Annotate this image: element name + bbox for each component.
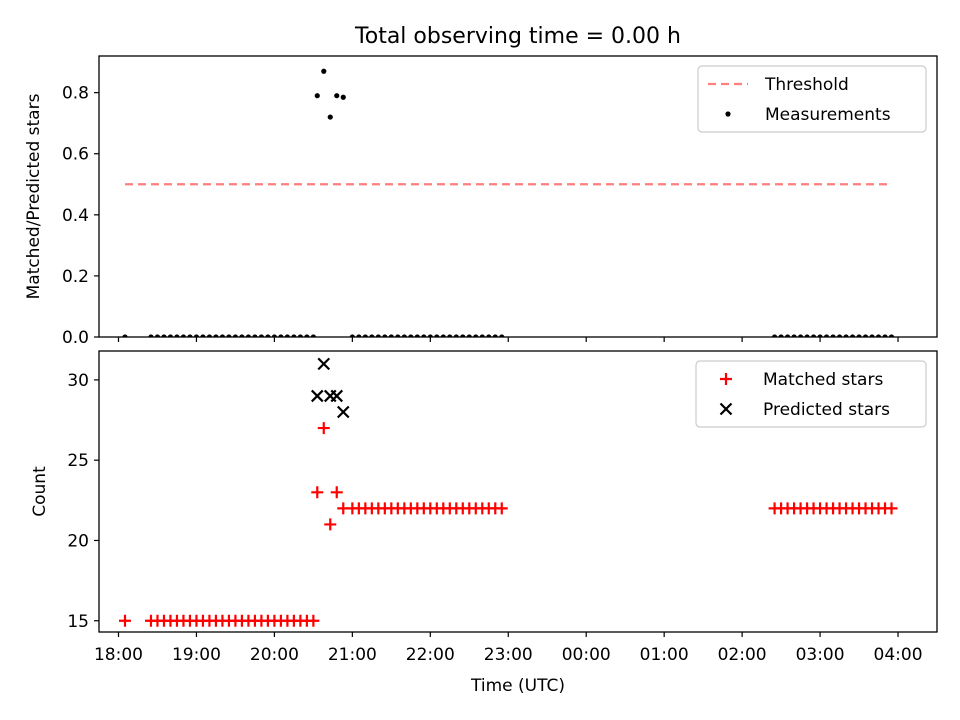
x-axis-label: Time (UTC)	[470, 676, 565, 696]
x-tick-label: 01:00	[640, 645, 689, 665]
y-axis-label: Count	[30, 466, 50, 517]
bottom-panel-counts: 15 20 25 30 18:00 19:00 20:00 21:00 22:00 23:00 00…	[30, 350, 938, 696]
legend-label: Matched stars	[763, 370, 883, 390]
legend-box	[695, 360, 927, 428]
top-panel-ratio: 0.0 0.2 0.4 0.6 0.8 Matched/Predicted stars Th…	[24, 55, 938, 348]
legend-marker-swatch	[719, 402, 733, 416]
axes-frame	[98, 55, 938, 338]
y-tick-label: 0.6	[62, 145, 89, 165]
y-tick-label: 25	[67, 451, 89, 471]
x-tick-label: 18:00	[94, 645, 143, 665]
figure-title: Total observing time = 0.00 h	[354, 24, 681, 49]
matched-stars-point	[307, 614, 320, 627]
measurements-point	[314, 93, 320, 99]
y-tick-label: 0.8	[62, 84, 89, 104]
legend: Threshold Measurements	[697, 65, 927, 133]
measurements-point	[334, 93, 340, 99]
legend: Matched stars Predicted stars	[695, 360, 927, 428]
legend-marker-swatch	[725, 111, 731, 117]
x-tick-label: 02:00	[718, 645, 767, 665]
measurements-point	[327, 114, 333, 120]
x-tick-label: 03:00	[796, 645, 845, 665]
predicted-stars-point	[310, 389, 324, 403]
y-tick-label: 0.4	[62, 206, 89, 226]
x-tick-label: 00:00	[562, 645, 611, 665]
y-tick-label: 20	[67, 531, 89, 551]
y-axis-label: Matched/Predicted stars	[24, 93, 44, 299]
x-tick-label: 20:00	[250, 645, 299, 665]
matched-stars-point	[311, 486, 324, 499]
matched-stars-point	[317, 422, 330, 435]
y-tick-label: 0.2	[62, 267, 89, 287]
y-tick-label: 30	[67, 371, 89, 391]
plot-area	[118, 357, 898, 627]
predicted-stars-point	[336, 405, 350, 419]
matched-stars-point	[885, 502, 898, 515]
legend-marker-swatch	[720, 373, 732, 385]
legend-label: Measurements	[765, 105, 891, 125]
legend-box	[697, 65, 927, 133]
x-tick-label: 22:00	[406, 645, 455, 665]
predicted-stars-point	[330, 389, 344, 403]
y-tick-label: 0.0	[62, 328, 89, 348]
legend-label: Predicted stars	[763, 400, 890, 420]
measurements-point	[321, 68, 327, 74]
legend-label: Threshold	[764, 75, 849, 95]
axes-frame	[98, 350, 938, 633]
matched-stars-point	[495, 502, 508, 515]
predicted-stars-point	[317, 357, 331, 371]
matched-stars-point	[330, 486, 343, 499]
x-tick-label: 19:00	[172, 645, 221, 665]
matched-stars-point	[118, 614, 131, 627]
y-tick-label: 15	[67, 612, 89, 632]
x-tick-label: 21:00	[328, 645, 377, 665]
x-tick-label: 04:00	[874, 645, 923, 665]
x-tick-label: 23:00	[484, 645, 533, 665]
measurements-point	[340, 94, 346, 100]
matched-stars-point	[324, 518, 337, 531]
